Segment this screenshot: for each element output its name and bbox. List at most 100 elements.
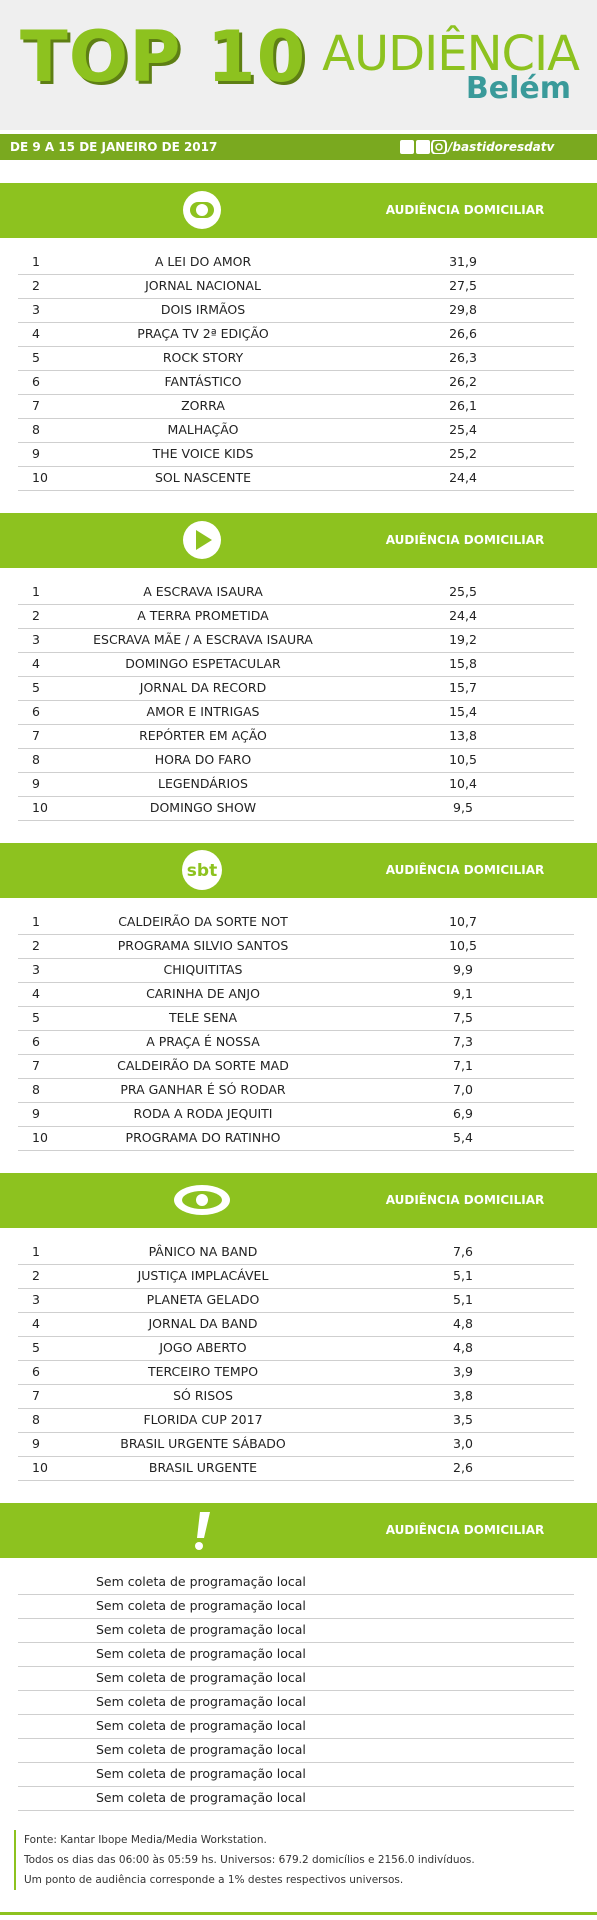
rank: 4 [32,656,40,671]
program: TERCEIRO TEMPO [147,1364,259,1379]
table-row: 10 PROGRAMA DO RATINHO 5,4 [18,1126,574,1151]
program: ROCK STORY [162,350,244,365]
table-row: 9 RODA A RODA JEQUITI 6,9 [18,1102,574,1127]
program: DOIS IRMÃOS [160,302,246,317]
table-row: Sem coleta de programação local [18,1594,574,1619]
section-header: AUDIÊNCIA DOMICILIAR [0,513,597,568]
column-label: AUDIÊNCIA DOMICILIAR [385,1523,545,1537]
table-row: 1 A ESCRAVA ISAURA 25,5 [18,580,574,605]
logo-shape [182,850,222,890]
program: JOGO ABERTO [159,1340,247,1355]
period-bar: DE 9 A 15 DE JANEIRO DE 2017 /bastidores… [0,134,597,160]
rating: 10,7 [449,914,477,929]
table-row: 9 THE VOICE KIDS 25,2 [18,442,574,467]
rating: 7,6 [453,1244,473,1259]
table-row: 4 CARINHA DE ANJO 9,1 [18,982,574,1007]
rank: 8 [32,422,40,437]
table-row: 3 ESCRAVA MÃE / A ESCRAVA ISAURA 19,2 [18,628,574,653]
rating: 7,0 [453,1082,473,1097]
rating: 7,1 [453,1058,473,1073]
rating: 5,1 [453,1268,473,1283]
table-row: 5 TELE SENA 7,5 [18,1006,574,1031]
table-row: 8 PRA GANHAR É SÓ RODAR 7,0 [18,1078,574,1103]
program: ESCRAVA MÃE / A ESCRAVA ISAURA [93,632,313,647]
program: PROGRAMA DO RATINHO [125,1130,281,1145]
table-row: 7 ZORRA 26,1 [18,394,574,419]
table-row: 6 A PRAÇA É NOSSA 7,3 [18,1030,574,1055]
rank: 4 [32,326,40,341]
rank: 2 [32,278,40,293]
note: Sem coleta de programação local [96,1670,306,1685]
rating: 10,4 [449,776,477,791]
section-header: AUDIÊNCIA DOMICILIAR [0,183,597,238]
rating: 10,5 [449,752,477,767]
logo-shape [196,204,208,216]
column-label: AUDIÊNCIA DOMICILIAR [385,1193,545,1207]
rank: 10 [32,1130,48,1145]
rating: 25,5 [449,584,477,599]
rank: 10 [32,800,48,815]
table-row: 5 JOGO ABERTO 4,8 [18,1336,574,1361]
program: PRA GANHAR É SÓ RODAR [120,1082,286,1097]
program: DOMINGO ESPETACULAR [125,656,281,671]
rating: 5,4 [453,1130,473,1145]
program: PROGRAMA SILVIO SANTOS [117,938,289,953]
program: A TERRA PROMETIDA [137,608,269,623]
program: REPÓRTER EM AÇÃO [139,728,267,743]
rating: 4,8 [453,1340,473,1355]
table-row: 6 TERCEIRO TEMPO 3,9 [18,1360,574,1385]
rank: 7 [32,1058,40,1073]
social-handle: /bastidoresdatv [448,140,555,154]
table-row: Sem coleta de programação local [18,1618,574,1643]
brand: AUDIÊNCIA [322,26,580,82]
table-row: Sem coleta de programação local [18,1570,574,1595]
program: JORNAL NACIONAL [145,278,261,293]
note: Sem coleta de programação local [96,1790,306,1805]
rank: 4 [32,986,40,1001]
rating: 3,0 [453,1436,473,1451]
rating: 13,8 [449,728,477,743]
program: CHIQUITITAS [163,962,243,977]
rank: 10 [32,470,48,485]
rating: 7,3 [453,1034,473,1049]
channel-logo [195,1512,210,1550]
program: PLANETA GELADO [146,1292,260,1307]
table-row: 9 LEGENDÁRIOS 10,4 [18,772,574,797]
program: RODA A RODA JEQUITI [133,1106,273,1121]
program: ZORRA [181,398,225,413]
column-label: AUDIÊNCIA DOMICILIAR [385,203,545,217]
rating: 24,4 [449,470,477,485]
rank: 3 [32,632,40,647]
rating: 26,6 [449,326,477,341]
rank: 3 [32,962,40,977]
table-row: 10 SOL NASCENTE 24,4 [18,466,574,491]
logo-text: sbt [187,861,217,881]
table-row: Sem coleta de programação local [18,1690,574,1715]
table-row: Sem coleta de programação local [18,1762,574,1787]
program: JORNAL DA BAND [148,1316,258,1331]
table-row: 5 JORNAL DA RECORD 15,7 [18,676,574,701]
column-label: AUDIÊNCIA DOMICILIAR [385,863,545,877]
rank: 8 [32,1412,40,1427]
table-row: 1 PÂNICO NA BAND 7,6 [18,1240,574,1265]
footer-line: Todos os dias das 06:00 às 05:59 hs. Uni… [24,1854,475,1866]
table-row: 3 CHIQUITITAS 9,9 [18,958,574,983]
rating: 26,3 [449,350,477,365]
program: LEGENDÁRIOS [158,776,248,791]
table-row: 5 ROCK STORY 26,3 [18,346,574,371]
rank: 2 [32,938,40,953]
table-row: Sem coleta de programação local [18,1666,574,1691]
program: CARINHA DE ANJO [146,986,260,1001]
program: PRAÇA TV 2ª EDIÇÃO [137,326,269,341]
program: SOL NASCENTE [154,470,252,485]
program: MALHAÇÃO [167,422,239,437]
rating: 27,5 [449,278,477,293]
rating: 26,1 [449,398,477,413]
city: Belém [465,71,571,106]
note: Sem coleta de programação local [96,1574,306,1589]
rating: 10,5 [449,938,477,953]
note: Sem coleta de programação local [96,1598,306,1613]
rating: 19,2 [449,632,477,647]
rating: 26,2 [449,374,477,389]
rank: 1 [32,1244,40,1259]
